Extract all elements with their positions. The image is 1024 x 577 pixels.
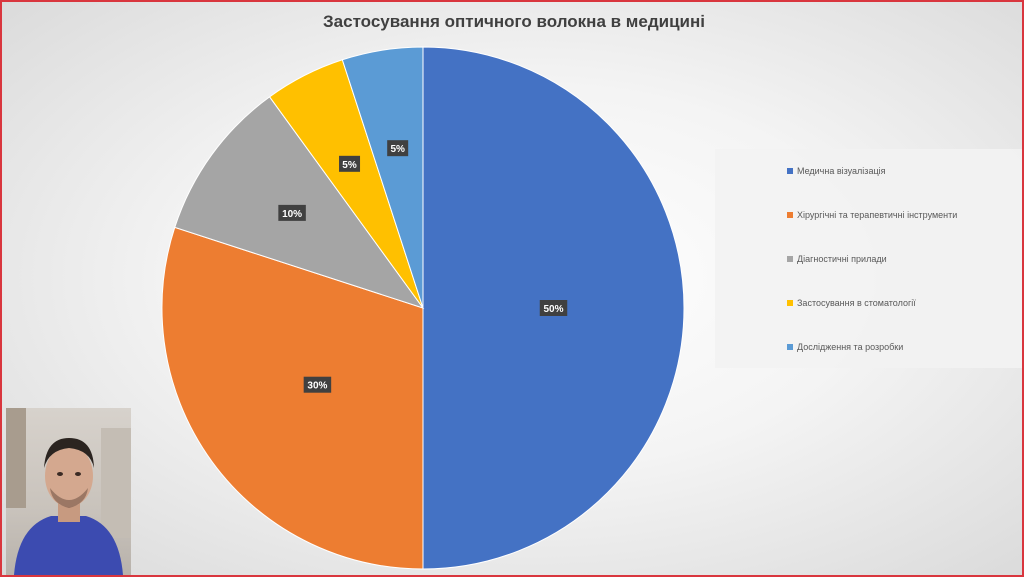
- data-label: 10%: [278, 204, 306, 221]
- legend-label: Застосування в стоматології: [797, 298, 916, 308]
- data-label-box: [303, 376, 332, 393]
- data-label: 50%: [539, 300, 568, 316]
- slice-research: [341, 46, 424, 309]
- legend-item-surgical-tools: Хірургічні та терапевтичні інструменти: [787, 210, 957, 220]
- legend-swatch: [787, 212, 793, 218]
- legend-item-dentistry: Застосування в стоматології: [787, 298, 916, 308]
- data-label-text: 5%: [342, 160, 357, 171]
- legend-swatch: [787, 256, 793, 262]
- presenter-webcam-image: [6, 408, 131, 575]
- legend-item-research: Дослідження та розробки: [787, 342, 903, 352]
- presenter-figure-icon: [6, 408, 131, 575]
- chart-legend: Медична візуалізація Хірургічні та терап…: [715, 149, 1022, 368]
- legend-label: Діагностичні прилади: [797, 254, 887, 264]
- chart-title: Застосування оптичного волокна в медицин…: [323, 12, 705, 31]
- data-label: 30%: [303, 376, 332, 393]
- data-label-text: 30%: [307, 381, 327, 392]
- data-label-text: 5%: [390, 144, 405, 155]
- data-label-box: [278, 204, 306, 221]
- legend-label: Дослідження та розробки: [797, 342, 904, 352]
- data-label-text: 50%: [543, 304, 563, 315]
- data-label-box: [387, 140, 409, 157]
- slice-surgical-tools: [161, 226, 424, 570]
- legend-swatch: [787, 168, 793, 174]
- legend-label: Медична візуалізація: [797, 166, 886, 176]
- data-label: 5%: [339, 155, 361, 172]
- slice-diagnostic-devices: [174, 96, 425, 309]
- data-label-box: [339, 155, 361, 172]
- data-label-box: [539, 300, 568, 316]
- data-label-text: 10%: [282, 209, 302, 220]
- data-label: 5%: [387, 140, 409, 157]
- legend-item-diagnostic-devices: Діагностичні прилади: [787, 254, 887, 264]
- legend-item-medical-imaging: Медична візуалізація: [787, 166, 885, 176]
- legend-swatch: [787, 344, 793, 350]
- legend-label: Хірургічні та терапевтичні інструменти: [797, 210, 958, 220]
- legend-swatch: [787, 300, 793, 306]
